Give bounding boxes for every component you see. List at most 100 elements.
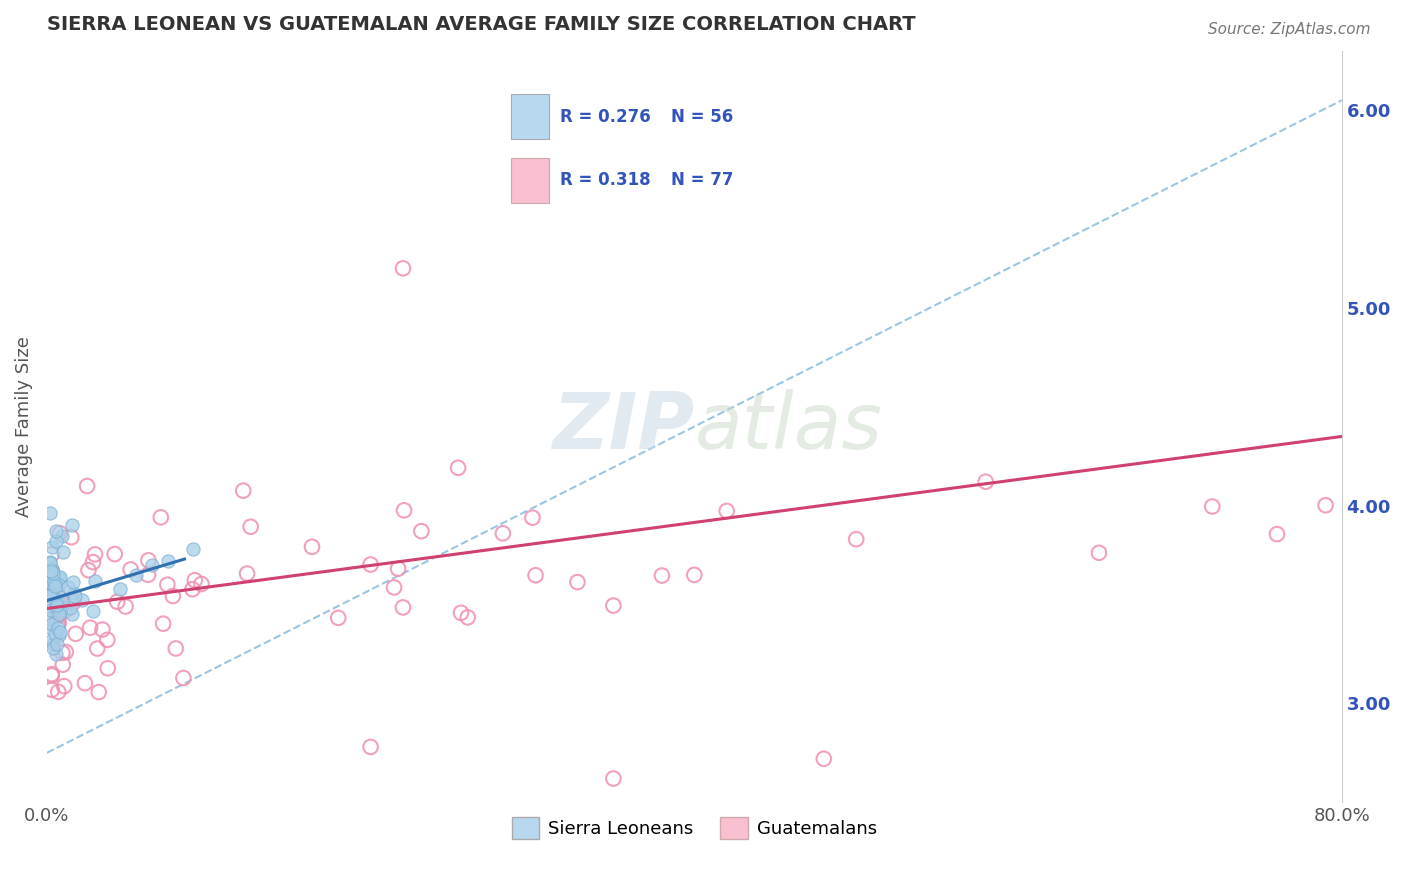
- Point: [392, 261, 415, 276]
- Point: [236, 566, 259, 581]
- Point: [48, 578, 70, 592]
- Point: [39, 506, 62, 520]
- Point: [567, 575, 589, 590]
- Point: [522, 510, 544, 524]
- Point: [46, 621, 69, 635]
- Point: [48, 615, 70, 630]
- Point: [41, 589, 63, 603]
- Point: [156, 577, 179, 591]
- Point: [301, 540, 323, 554]
- Point: [52, 545, 75, 559]
- Point: [41, 587, 63, 601]
- Y-axis label: Average Family Size: Average Family Size: [15, 336, 32, 517]
- Point: [41, 540, 63, 554]
- Point: [55, 645, 77, 659]
- Point: [41, 612, 63, 626]
- Point: [63, 586, 86, 600]
- Point: [602, 772, 624, 786]
- Point: [1088, 546, 1111, 560]
- Point: [49, 570, 72, 584]
- Point: [447, 460, 470, 475]
- Point: [602, 599, 624, 613]
- Point: [41, 548, 63, 562]
- Point: [51, 646, 73, 660]
- Point: [42, 640, 65, 655]
- Point: [51, 528, 73, 542]
- Point: [41, 616, 63, 631]
- Point: [62, 595, 84, 609]
- Point: [48, 628, 70, 642]
- Point: [716, 504, 738, 518]
- Point: [53, 604, 76, 618]
- Point: [108, 582, 131, 596]
- Point: [136, 567, 159, 582]
- Point: [39, 603, 62, 617]
- Point: [46, 584, 69, 599]
- Point: [1201, 500, 1223, 514]
- Text: atlas: atlas: [695, 389, 882, 465]
- Point: [41, 566, 63, 581]
- Point: [114, 599, 136, 614]
- Point: [65, 589, 87, 603]
- Point: [125, 567, 148, 582]
- Point: [48, 609, 70, 624]
- Point: [138, 553, 160, 567]
- Point: [387, 562, 409, 576]
- Point: [41, 668, 63, 682]
- Point: [38, 563, 60, 577]
- Point: [49, 526, 72, 541]
- Point: [157, 554, 180, 568]
- Point: [181, 582, 204, 597]
- Point: [162, 589, 184, 603]
- Point: [974, 475, 997, 489]
- Point: [59, 601, 82, 615]
- Point: [38, 599, 60, 614]
- Point: [76, 479, 98, 493]
- Point: [41, 682, 63, 697]
- Point: [49, 604, 72, 618]
- Point: [87, 685, 110, 699]
- Point: [184, 573, 207, 587]
- Point: [190, 577, 212, 591]
- Point: [45, 524, 67, 538]
- Point: [120, 562, 142, 576]
- Point: [41, 564, 63, 578]
- Point: [1315, 498, 1337, 512]
- Point: [38, 588, 60, 602]
- Point: [44, 574, 66, 589]
- Point: [39, 589, 62, 603]
- Point: [38, 611, 60, 625]
- Point: [46, 685, 69, 699]
- Point: [45, 647, 67, 661]
- Point: [60, 592, 83, 607]
- Point: [457, 610, 479, 624]
- Point: [38, 556, 60, 570]
- Point: [232, 483, 254, 498]
- Point: [42, 578, 65, 592]
- Point: [683, 567, 706, 582]
- Point: [813, 752, 835, 766]
- Point: [52, 657, 75, 672]
- Text: SIERRA LEONEAN VS GUATEMALAN AVERAGE FAMILY SIZE CORRELATION CHART: SIERRA LEONEAN VS GUATEMALAN AVERAGE FAM…: [46, 15, 915, 34]
- Point: [91, 623, 114, 637]
- Point: [82, 604, 104, 618]
- Point: [70, 593, 93, 607]
- Point: [149, 510, 172, 524]
- Point: [45, 593, 67, 607]
- Point: [44, 578, 66, 592]
- Point: [41, 569, 63, 583]
- Point: [39, 564, 62, 578]
- Point: [45, 600, 67, 615]
- Point: [44, 627, 66, 641]
- Point: [845, 532, 868, 546]
- Point: [48, 571, 70, 585]
- Point: [492, 526, 515, 541]
- Point: [60, 530, 83, 544]
- Point: [524, 568, 547, 582]
- Point: [97, 661, 120, 675]
- Point: [49, 625, 72, 640]
- Point: [41, 562, 63, 576]
- Point: [38, 567, 60, 582]
- Point: [360, 558, 382, 572]
- Text: ZIP: ZIP: [553, 389, 695, 465]
